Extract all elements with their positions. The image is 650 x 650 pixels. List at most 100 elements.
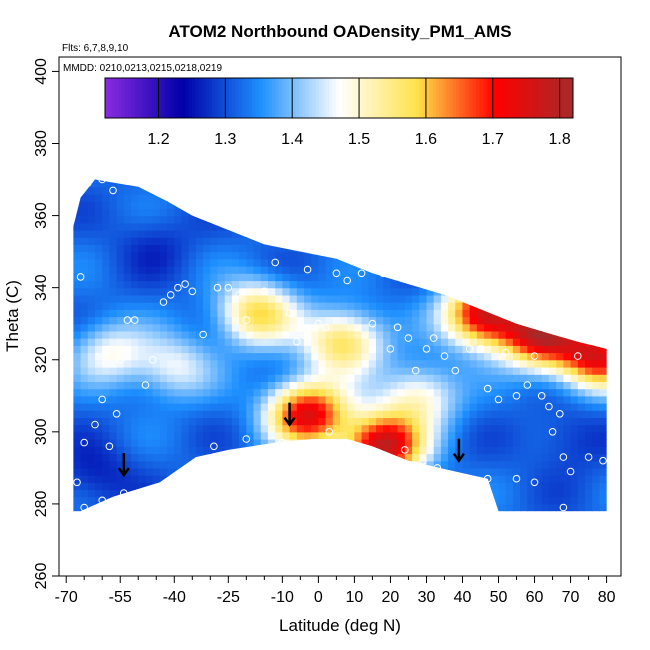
heat-cell (347, 453, 355, 462)
heat-cell (397, 403, 406, 411)
heat-cell (505, 410, 514, 418)
heat-cell (289, 266, 298, 274)
heat-cell (469, 431, 478, 440)
colorbar-swatch (539, 78, 544, 118)
heat-cell (534, 503, 543, 512)
heat-cell (412, 439, 420, 447)
heat-cell (260, 395, 269, 404)
heat-cell (376, 417, 384, 426)
heat-cell (570, 280, 579, 289)
heat-cell (159, 475, 168, 483)
heat-cell (404, 266, 413, 274)
heat-cell (404, 453, 413, 462)
heat-cell (527, 186, 536, 195)
heat-cell (368, 273, 377, 282)
heat-cell (203, 359, 211, 368)
heat-cell (512, 395, 521, 404)
heat-cell (469, 453, 478, 462)
flight-point (476, 345, 485, 353)
heat-cell (368, 215, 377, 224)
heat-cell (570, 302, 579, 310)
heat-cell (563, 266, 572, 274)
heat-cell (607, 367, 615, 375)
heatmap-field (73, 179, 615, 512)
heat-cell (181, 179, 190, 181)
colorbar-swatch (105, 78, 109, 118)
heat-cell (260, 410, 269, 418)
heat-cell (440, 309, 449, 318)
heat-cell (426, 230, 435, 238)
heat-cell (109, 460, 118, 469)
heat-cell (116, 446, 125, 455)
heat-cell (282, 179, 291, 181)
heat-cell (376, 179, 384, 188)
heat-cell (217, 237, 226, 245)
heat-cell (397, 453, 406, 462)
heat-cell (541, 294, 550, 303)
heat-cell (203, 323, 211, 332)
heat-cell (210, 446, 219, 455)
heat-cell (181, 179, 190, 188)
heat-cell (476, 316, 485, 325)
heat-cell (347, 496, 355, 505)
heat-cell (340, 194, 348, 202)
heat-cell (476, 323, 485, 332)
heat-cell (116, 374, 125, 382)
heat-cell (527, 302, 536, 310)
colorbar-swatch (389, 78, 393, 118)
heat-cell (383, 222, 391, 231)
heat-cell (520, 194, 528, 202)
heat-cell (440, 403, 449, 411)
heat-cell (159, 359, 168, 368)
heat-cell (491, 489, 500, 498)
heat-cell (311, 230, 319, 238)
heat-cell (585, 273, 593, 282)
heat-cell (210, 179, 219, 188)
heat-cell (563, 431, 572, 440)
colorbar-swatch (522, 78, 527, 118)
heat-cell (599, 395, 607, 404)
heat-cell (102, 403, 110, 411)
heat-cell (505, 194, 514, 202)
heat-cell (570, 266, 579, 274)
heat-cell (145, 467, 154, 476)
heat-cell (412, 266, 420, 274)
heat-cell (282, 446, 291, 455)
heat-cell (159, 367, 168, 375)
heat-cell (289, 309, 298, 318)
heat-cell (469, 352, 478, 361)
heat-cell (167, 417, 175, 426)
heat-cell (433, 496, 442, 505)
heat-cell (354, 338, 363, 346)
heat-cell (491, 338, 500, 346)
heat-cell (260, 345, 269, 354)
heat-cell (412, 467, 420, 476)
heat-cell (318, 482, 327, 491)
heat-cell (289, 439, 298, 447)
heat-cell (607, 482, 615, 490)
heat-cell (253, 237, 262, 245)
heat-cell (102, 431, 110, 440)
heat-cell (109, 446, 118, 455)
heat-cell (188, 237, 197, 245)
heat-cell (390, 215, 399, 224)
heat-cell (592, 194, 600, 202)
heat-cell (433, 359, 442, 368)
heat-cell (296, 230, 305, 238)
heat-cell (462, 208, 471, 217)
heat-cell (484, 330, 492, 339)
heat-cell (512, 302, 521, 310)
heat-cell (289, 431, 298, 440)
colorbar-swatch (125, 78, 129, 118)
heat-cell (498, 424, 507, 433)
heat-cell (607, 389, 615, 397)
heat-cell (73, 439, 74, 447)
heat-cell (340, 338, 348, 346)
heat-cell (181, 453, 190, 462)
heat-cell (210, 374, 219, 382)
heat-cell (548, 294, 557, 303)
heat-cell (585, 330, 593, 339)
heat-cell (556, 330, 564, 339)
heat-cell (167, 460, 175, 469)
heat-cell (347, 186, 355, 195)
